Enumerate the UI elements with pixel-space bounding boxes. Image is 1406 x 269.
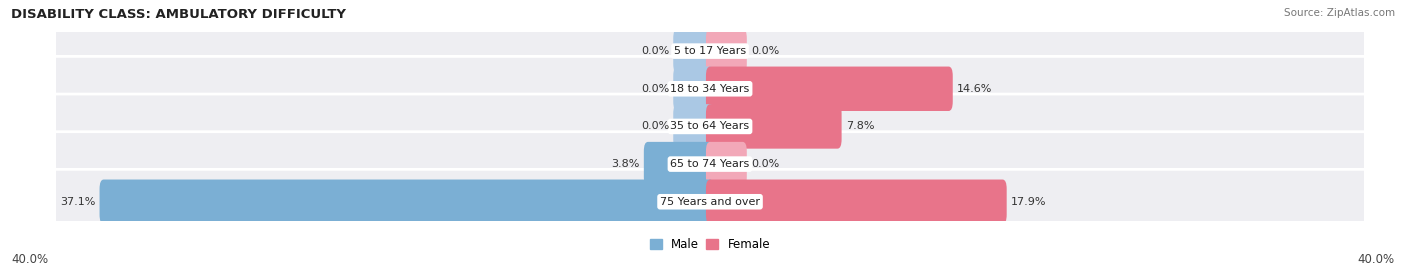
Text: 3.8%: 3.8% — [612, 159, 640, 169]
FancyBboxPatch shape — [673, 66, 714, 111]
Text: 17.9%: 17.9% — [1011, 197, 1046, 207]
Text: 40.0%: 40.0% — [1358, 253, 1395, 266]
FancyBboxPatch shape — [706, 179, 1007, 224]
FancyBboxPatch shape — [49, 56, 1371, 121]
Text: DISABILITY CLASS: AMBULATORY DIFFICULTY: DISABILITY CLASS: AMBULATORY DIFFICULTY — [11, 8, 346, 21]
FancyBboxPatch shape — [644, 142, 714, 186]
FancyBboxPatch shape — [49, 94, 1371, 159]
Text: 5 to 17 Years: 5 to 17 Years — [673, 46, 747, 56]
Text: 0.0%: 0.0% — [641, 46, 669, 56]
FancyBboxPatch shape — [706, 142, 747, 186]
Text: 7.8%: 7.8% — [845, 121, 875, 132]
Text: 14.6%: 14.6% — [957, 84, 993, 94]
FancyBboxPatch shape — [673, 104, 714, 149]
FancyBboxPatch shape — [706, 66, 953, 111]
Text: 40.0%: 40.0% — [11, 253, 48, 266]
Text: 0.0%: 0.0% — [641, 121, 669, 132]
Text: 37.1%: 37.1% — [60, 197, 96, 207]
Text: 0.0%: 0.0% — [751, 46, 779, 56]
Text: 0.0%: 0.0% — [641, 84, 669, 94]
FancyBboxPatch shape — [49, 132, 1371, 196]
FancyBboxPatch shape — [673, 29, 714, 73]
Text: 65 to 74 Years: 65 to 74 Years — [671, 159, 749, 169]
FancyBboxPatch shape — [706, 104, 842, 149]
Text: 75 Years and over: 75 Years and over — [659, 197, 761, 207]
Text: 0.0%: 0.0% — [751, 159, 779, 169]
FancyBboxPatch shape — [100, 179, 714, 224]
Text: 35 to 64 Years: 35 to 64 Years — [671, 121, 749, 132]
Legend: Male, Female: Male, Female — [645, 234, 775, 256]
Text: Source: ZipAtlas.com: Source: ZipAtlas.com — [1284, 8, 1395, 18]
Text: 18 to 34 Years: 18 to 34 Years — [671, 84, 749, 94]
FancyBboxPatch shape — [49, 169, 1371, 234]
FancyBboxPatch shape — [706, 29, 747, 73]
FancyBboxPatch shape — [49, 19, 1371, 83]
